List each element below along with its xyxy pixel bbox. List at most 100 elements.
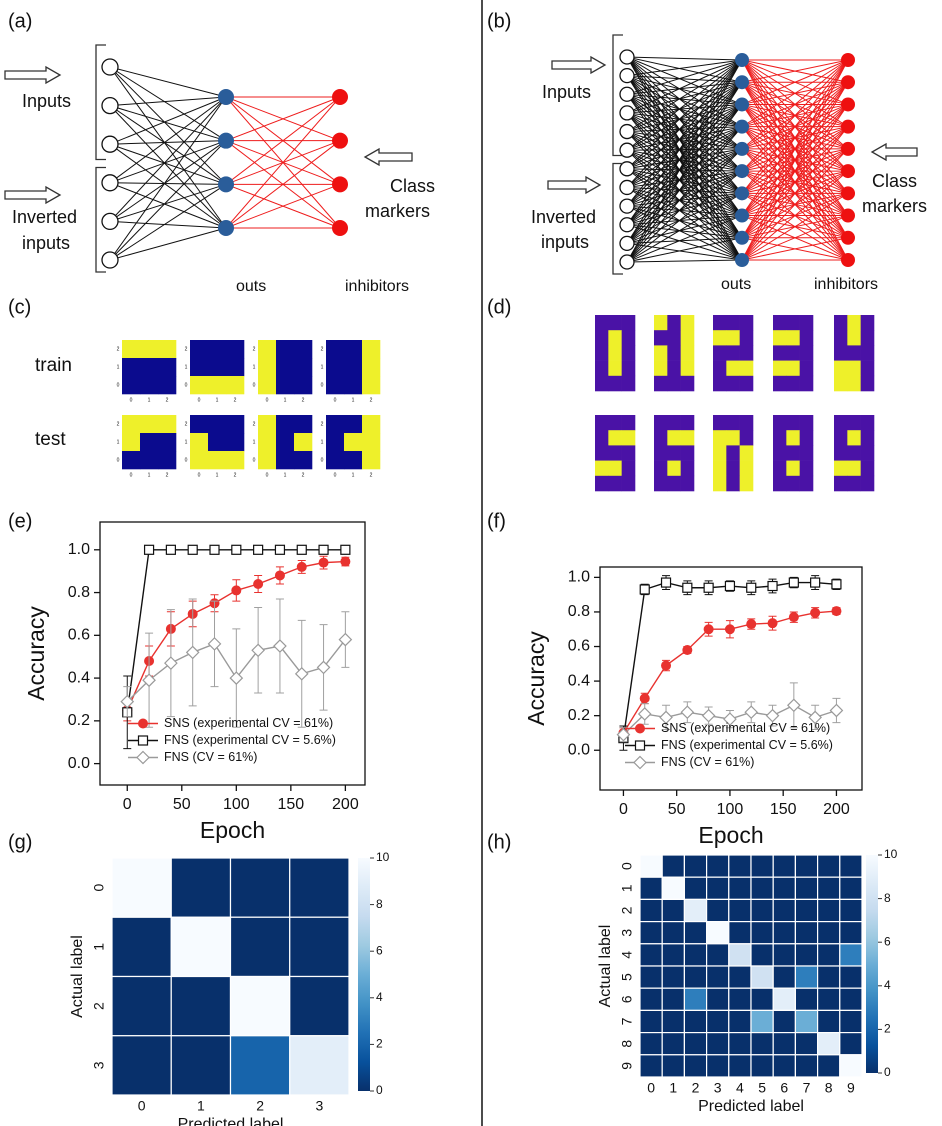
heatmap-cell xyxy=(111,1035,172,1096)
heatmap-cell xyxy=(772,1031,797,1056)
y-tick-label: 0 xyxy=(91,884,107,892)
pixel xyxy=(786,415,800,431)
heatmap-cell xyxy=(661,920,686,945)
heatmap-cell xyxy=(170,975,232,1037)
image-tick: 2 xyxy=(253,346,256,352)
x-axis-label: Epoch xyxy=(698,822,763,848)
colorbar-tick-label: 6 xyxy=(376,943,383,957)
image-tick: 2 xyxy=(117,346,120,352)
input-node xyxy=(619,198,635,214)
x-tick-label: 7 xyxy=(803,1080,811,1096)
pixel xyxy=(713,360,727,377)
inhibitor-node xyxy=(332,89,348,105)
marker xyxy=(251,643,265,658)
pixel xyxy=(158,340,177,359)
out-node xyxy=(735,53,749,67)
out-node xyxy=(218,220,234,236)
heatmap-cell xyxy=(794,1031,819,1056)
inhibitor-edge xyxy=(741,59,849,128)
heatmap-cell xyxy=(170,857,232,918)
pixel xyxy=(208,376,227,395)
image-tick: 2 xyxy=(253,421,256,427)
heatmap-cell xyxy=(639,1054,663,1078)
input-edge xyxy=(626,205,743,261)
image-tick: 0 xyxy=(117,457,120,463)
pixel xyxy=(208,433,227,452)
inverted-label: Inverted xyxy=(531,207,596,227)
input-edge xyxy=(626,205,743,217)
arrow xyxy=(547,175,602,195)
marker xyxy=(680,705,695,720)
pixel xyxy=(258,415,277,434)
input-edge xyxy=(626,81,743,263)
input-edge xyxy=(109,96,227,261)
pixel xyxy=(860,375,875,392)
input-node xyxy=(619,67,635,84)
pixel xyxy=(122,358,141,377)
image-tick: 0 xyxy=(266,472,269,478)
pixel xyxy=(294,376,313,395)
pixel xyxy=(773,375,787,392)
out-node xyxy=(735,253,749,267)
y-axis-label: Accuracy xyxy=(23,606,49,701)
input-node xyxy=(619,161,635,177)
input-node xyxy=(101,135,119,153)
pixel xyxy=(860,415,875,431)
image-tick: 1 xyxy=(185,364,188,370)
input-edge xyxy=(626,148,743,263)
input-edge xyxy=(626,104,743,244)
y-tick-label: 1.0 xyxy=(68,541,90,558)
inhibitor-edge xyxy=(225,140,341,229)
pixel xyxy=(739,475,754,492)
heatmap-cell xyxy=(794,876,819,901)
panel-label: (h) xyxy=(487,831,511,853)
heatmap-cell xyxy=(750,965,774,989)
heatmap-cell xyxy=(639,965,663,989)
y-axis-label: Accuracy xyxy=(523,631,549,726)
x-tick-label: 9 xyxy=(847,1080,855,1096)
legend-marker xyxy=(635,723,645,734)
arrow xyxy=(870,142,918,162)
heatmap-cell xyxy=(772,1009,797,1034)
legend-marker xyxy=(137,735,149,746)
pixel xyxy=(608,375,622,392)
pixel xyxy=(326,451,345,470)
heatmap-cell xyxy=(289,916,350,978)
pixel xyxy=(595,415,609,431)
x-tick-label: 1 xyxy=(669,1080,677,1096)
arrow xyxy=(4,185,62,205)
image-tick: 0 xyxy=(253,457,256,463)
input-edge xyxy=(626,104,743,207)
heatmap-cell xyxy=(750,987,774,1012)
pixel xyxy=(276,358,295,377)
input-edge xyxy=(626,56,743,61)
pixel xyxy=(326,358,345,377)
input-edge xyxy=(109,143,227,229)
inhibitor-edge xyxy=(741,59,849,216)
pixel xyxy=(680,375,695,392)
pixel xyxy=(680,315,695,331)
pixel xyxy=(786,375,800,392)
pixel xyxy=(326,376,345,395)
row-label: test xyxy=(35,429,66,450)
input-node xyxy=(619,142,635,158)
y-tick-label: 0.6 xyxy=(568,638,590,655)
pixel xyxy=(739,330,754,346)
marker xyxy=(767,618,778,629)
y-tick-label: 5 xyxy=(619,973,635,981)
pixel xyxy=(621,315,636,331)
pixel xyxy=(773,445,787,461)
colorbar-tick-label: 0 xyxy=(884,1065,891,1079)
inputs-label: Inputs xyxy=(22,91,71,111)
pixel xyxy=(190,376,209,395)
inhibitors-label: inhibitors xyxy=(814,276,878,293)
heatmap-cell xyxy=(705,898,730,923)
colorbar xyxy=(358,858,370,1091)
inhibitor-edge xyxy=(741,59,849,194)
marker xyxy=(746,619,757,630)
pixel xyxy=(595,445,609,461)
pixel xyxy=(208,358,227,377)
image-tick: 0 xyxy=(253,382,256,388)
pixel xyxy=(847,430,861,446)
heatmap-cell xyxy=(229,857,291,918)
